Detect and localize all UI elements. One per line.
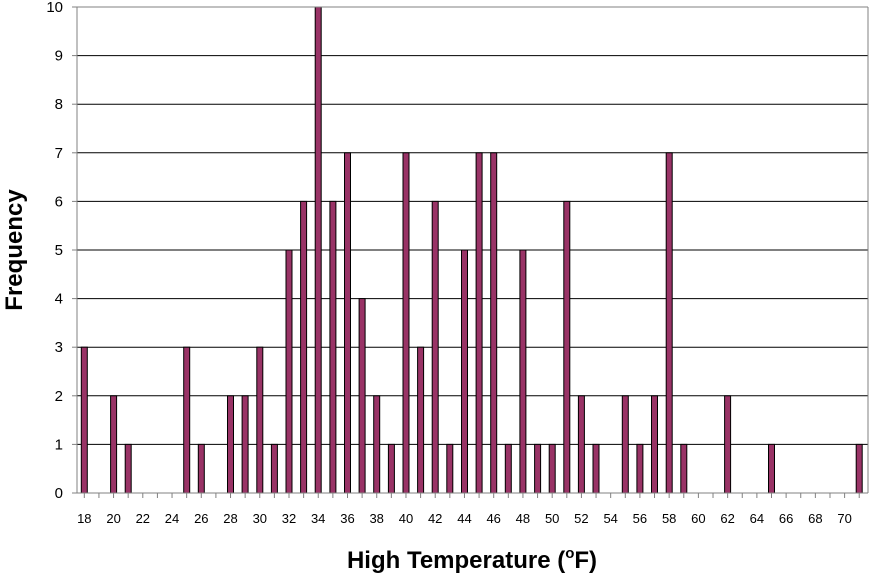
gridlines [77, 6, 868, 445]
bar [285, 249, 293, 494]
bar [373, 395, 381, 494]
x-axis-title-unit: F) [574, 547, 597, 573]
bar [446, 443, 454, 494]
x-axis-title-degree: o [565, 545, 574, 562]
x-tick-label: 64 [750, 511, 764, 526]
bar [256, 346, 264, 494]
bar [504, 443, 512, 494]
bar [577, 395, 585, 494]
x-tick-label: 62 [720, 511, 734, 526]
x-tick-label: 50 [545, 511, 559, 526]
y-tick-label: 1 [55, 436, 63, 453]
bar [417, 346, 425, 494]
bars [80, 6, 863, 494]
x-tick-label: 48 [516, 511, 530, 526]
bar [183, 346, 191, 494]
bar [519, 249, 527, 494]
bar [475, 152, 483, 494]
x-tick-label: 70 [837, 511, 851, 526]
x-tick-label: 42 [428, 511, 442, 526]
y-tick-label: 6 [55, 193, 63, 210]
bar [402, 152, 410, 494]
bar [227, 395, 234, 494]
x-tick-label: 24 [165, 511, 179, 526]
y-tick-label: 2 [55, 388, 63, 405]
x-tick-label: 34 [311, 511, 325, 526]
bar [548, 443, 556, 494]
bar [344, 152, 351, 494]
x-tick-labels: 18 20 22 24 26 28 30 32 34 36 38 40 42 44 46 48 50 52 54 56… [77, 493, 860, 526]
y-tick-labels: 0 1 2 3 4 5 6 7 8 9 10 [46, 0, 77, 502]
y-tick-label: 10 [46, 0, 63, 16]
y-tick-label: 0 [55, 485, 63, 502]
bar [563, 200, 571, 494]
x-tick-label: 46 [486, 511, 500, 526]
bar [329, 200, 337, 494]
bar [80, 346, 88, 494]
bar [197, 443, 205, 494]
y-axis-title: Frequency [1, 189, 28, 311]
bar [270, 443, 278, 494]
bar [314, 6, 322, 494]
bar [124, 443, 132, 494]
bar [461, 249, 468, 494]
bar [431, 200, 439, 494]
x-tick-label: 68 [808, 511, 822, 526]
y-tick-label: 7 [55, 145, 63, 162]
bar [855, 443, 863, 494]
y-tick-label: 9 [55, 48, 63, 65]
y-tick-label: 4 [55, 291, 63, 308]
bar [665, 152, 673, 494]
x-tick-label: 54 [603, 511, 617, 526]
x-tick-label: 32 [282, 511, 296, 526]
y-tick-label: 3 [55, 339, 63, 356]
bar [724, 395, 732, 494]
x-tick-label: 38 [369, 511, 383, 526]
x-axis-title-main: High Temperature ( [347, 547, 565, 573]
x-axis-title: High Temperature (oF) [347, 545, 597, 573]
x-tick-label: 40 [399, 511, 413, 526]
bar [592, 443, 600, 494]
bar [680, 443, 688, 494]
x-tick-label: 18 [77, 511, 91, 526]
bar [387, 443, 395, 494]
x-tick-label: 58 [662, 511, 676, 526]
x-tick-label: 26 [194, 511, 208, 526]
bar [636, 443, 644, 494]
bar [358, 298, 366, 494]
x-tick-label: 66 [779, 511, 793, 526]
x-tick-label: 28 [223, 511, 237, 526]
x-tick-label: 22 [136, 511, 150, 526]
bar [621, 395, 629, 494]
axes [76, 6, 869, 494]
bar [300, 200, 308, 494]
x-tick-label: 30 [253, 511, 267, 526]
x-tick-label: 36 [340, 511, 354, 526]
x-tick-label: 20 [106, 511, 120, 526]
y-tick-label: 5 [55, 242, 63, 259]
x-tick-label: 52 [574, 511, 588, 526]
bar [241, 395, 249, 494]
x-tick-label: 60 [691, 511, 705, 526]
bar [651, 395, 658, 494]
y-tick-label: 8 [55, 96, 63, 113]
bar [110, 395, 118, 494]
x-tick-label: 44 [457, 511, 471, 526]
bar [534, 443, 542, 494]
bar [768, 443, 775, 494]
bar [490, 152, 498, 494]
x-tick-label: 56 [633, 511, 647, 526]
